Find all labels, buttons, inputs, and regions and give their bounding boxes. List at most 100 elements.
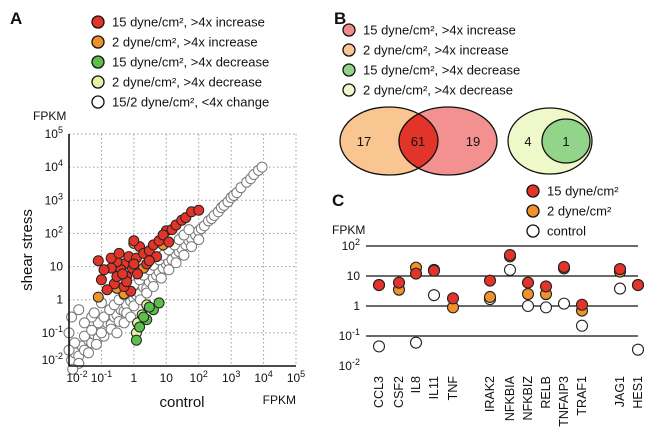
data-point [132, 268, 144, 280]
gene-label: CCL3 [372, 376, 386, 408]
gene-data-point [631, 278, 645, 292]
gene-data-point [521, 276, 535, 289]
x-unit-label: FPKM [263, 393, 296, 407]
data-point [153, 297, 165, 309]
gene-data-point [409, 336, 423, 349]
data-point [128, 258, 140, 270]
data-point [193, 204, 205, 216]
panel-label-b: B [334, 9, 346, 28]
venn-count-both: 61 [411, 134, 425, 149]
gene-data-point [503, 248, 517, 262]
x-tick-label: 103 [222, 369, 240, 385]
data-point [105, 252, 117, 264]
gene-label: JAG1 [613, 376, 627, 407]
data-point [134, 321, 146, 333]
gene-data-point [483, 274, 497, 287]
data-point [117, 268, 129, 280]
legend-b-item: 2 dyne/cm², >4x decrease [342, 83, 513, 98]
y-tick-label: 10-1 [42, 324, 63, 340]
x-tick-label: 1 [131, 371, 138, 385]
y-tick-label-c: 10 [347, 269, 361, 283]
legend-a-item: 15 dyne/cm², >4x increase [91, 15, 265, 30]
gene-data-point [427, 289, 441, 302]
x-tick-label: 104 [254, 369, 272, 385]
y-tick-label: 102 [45, 224, 63, 240]
gene-label: CSF2 [392, 376, 406, 408]
legend-label: 2 dyne/cm², >4x increase [112, 35, 258, 50]
data-point [170, 257, 182, 269]
venn-decrease: 4 1 [507, 107, 593, 175]
legend-label: 2 dyne/cm², >4x decrease [112, 75, 262, 90]
legend-a-item: 15 dyne/cm², >4x decrease [91, 55, 269, 70]
x-tick-label: 10-2 [66, 369, 87, 385]
panel-label-a: A [10, 9, 22, 28]
y-axis-label: shear stress [19, 209, 36, 291]
gene-data-point [631, 343, 645, 356]
ticks-c: 102 10 1 10-1 10-2 [339, 237, 361, 373]
x-tick-label: 105 [287, 369, 305, 385]
data-point [147, 281, 159, 293]
gene-data-point [613, 263, 627, 276]
data-point [88, 307, 100, 319]
data-point [130, 334, 142, 346]
gene-data-point [483, 290, 497, 304]
points-c [372, 248, 645, 356]
y-tick-label-c: 102 [342, 237, 360, 253]
gene-label: TNF [446, 376, 460, 401]
venn-count-decrease-2-only: 4 [524, 134, 531, 149]
legend-label: 15 dyne/cm², >4x decrease [363, 63, 520, 78]
data-point [157, 229, 169, 241]
legend-marker [91, 75, 105, 89]
legend-b: 15 dyne/cm², >4x increase 2 dyne/cm², >4x… [342, 23, 520, 98]
gene-data-point [613, 282, 627, 295]
gene-label: NFKBIZ [521, 376, 535, 421]
data-point [95, 274, 107, 286]
legend-a: 15 dyne/cm², >4x increase 2 dyne/cm², >4x… [91, 15, 269, 110]
gene-data-point [372, 340, 386, 353]
data-point [143, 255, 155, 267]
gene-data-point [521, 288, 535, 301]
legend-b-item: 15 dyne/cm², >4x decrease [342, 63, 520, 78]
y-tick-label: 10 [50, 260, 64, 274]
legend-label: 15 dyne/cm² [547, 184, 619, 199]
data-point [183, 224, 195, 236]
legend-marker [526, 204, 540, 218]
legend-label: 15 dyne/cm², >4x increase [363, 23, 516, 38]
legend-c: 15 dyne/cm² 2 dyne/cm² control [526, 184, 619, 239]
gene-data-point [503, 263, 517, 276]
legend-marker [342, 23, 356, 37]
gene-data-point [446, 292, 460, 305]
data-point [90, 338, 102, 350]
x-tick-label: 10-1 [91, 369, 112, 385]
gene-label: IL8 [409, 376, 423, 393]
data-point [186, 241, 198, 253]
legend-c-item: 15 dyne/cm² [526, 184, 619, 199]
data-point [155, 272, 167, 284]
data-point [92, 255, 104, 267]
data-point [101, 284, 113, 296]
y-tick-label: 103 [45, 191, 63, 207]
gene-label: TRAF1 [575, 376, 589, 416]
legend-label: 2 dyne/cm², >4x increase [363, 43, 509, 58]
data-point [128, 300, 140, 312]
gene-data-point [409, 267, 423, 280]
data-point [138, 311, 150, 323]
y-tick-label: 105 [45, 125, 63, 141]
legend-marker [91, 55, 105, 69]
gene-data-point [427, 264, 441, 277]
venn-count-2-only: 17 [357, 134, 371, 149]
data-point [163, 236, 175, 248]
venn-count-decrease-both: 1 [562, 134, 569, 149]
points-a [63, 161, 268, 375]
gene-data-point [557, 297, 571, 310]
x-tick-label: 10 [160, 371, 174, 385]
legend-label: 2 dyne/cm² [547, 204, 612, 219]
scatter-plot-a: 10-2 10-1 1 10 102 103 104 10510-210-1110102103… [19, 109, 305, 411]
gene-data-point [521, 299, 535, 313]
legend-a-item: 2 dyne/cm², >4x increase [91, 35, 258, 50]
gene-label: TNFAIP3 [557, 376, 571, 427]
legend-marker [91, 95, 105, 109]
legend-marker [91, 15, 105, 29]
y-tick-label: 104 [45, 158, 63, 174]
